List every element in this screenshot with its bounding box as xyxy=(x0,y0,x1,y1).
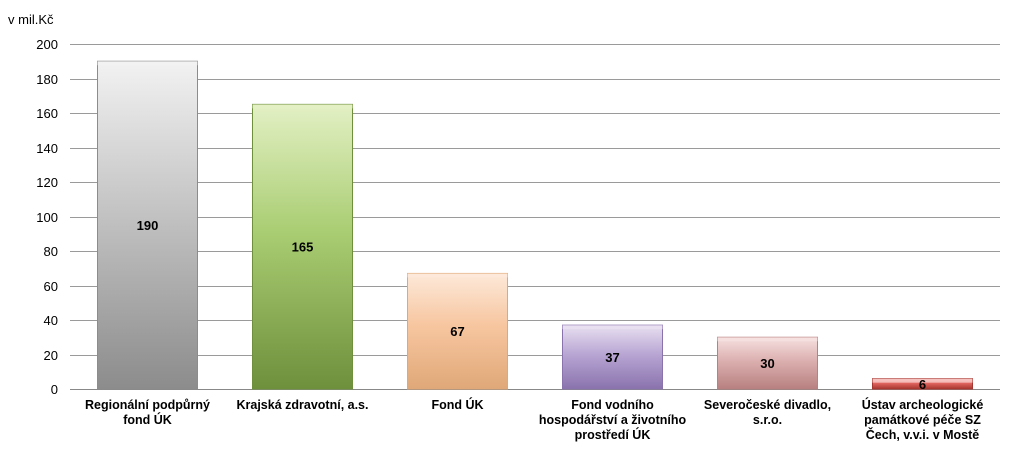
bar xyxy=(97,60,198,390)
x-tick-label: Ústav archeologické památkové péče SZ Čech… xyxy=(862,397,984,442)
bars xyxy=(97,60,973,390)
bar-highlight xyxy=(252,104,353,109)
bar xyxy=(562,324,663,390)
bar-highlight xyxy=(717,337,818,342)
x-tick-label: Krajská zdravotní, a.s. xyxy=(236,398,368,412)
data-label: 30 xyxy=(760,356,774,371)
y-tick-label: 80 xyxy=(44,244,58,259)
data-label: 190 xyxy=(137,218,159,233)
x-tick-label: Regionální podpůrný fond ÚK xyxy=(85,398,210,427)
y-axis-ticks: 0 20 40 60 80 100 120 140 160 180 200 xyxy=(36,37,58,397)
bar-highlight xyxy=(562,325,663,330)
data-label: 165 xyxy=(292,240,314,255)
data-label: 6 xyxy=(919,377,926,392)
x-axis-labels: Regionální podpůrný fond ÚK Krajská zdravo… xyxy=(85,397,983,442)
bar xyxy=(252,103,353,390)
bar-highlight xyxy=(97,61,198,66)
y-tick-label: 120 xyxy=(36,175,58,190)
y-tick-label: 140 xyxy=(36,141,58,156)
x-tick-label: Fond vodního hospodářství a životního pros… xyxy=(539,398,687,442)
data-label: 37 xyxy=(605,350,619,365)
bar-highlight xyxy=(872,378,973,383)
value-labels: 190 165 67 37 30 6 xyxy=(137,218,926,392)
y-tick-label: 0 xyxy=(51,382,58,397)
x-tick-label: Fond ÚK xyxy=(431,397,483,412)
gridlines xyxy=(70,44,1000,390)
y-tick-label: 100 xyxy=(36,210,58,225)
bar xyxy=(407,272,508,390)
bar xyxy=(717,336,818,390)
x-tick-label: Severočeské divadlo, s.r.o. xyxy=(704,398,831,427)
y-tick-label: 20 xyxy=(44,348,58,363)
bar-highlight xyxy=(407,273,508,278)
data-label: 67 xyxy=(450,324,464,339)
y-tick-label: 60 xyxy=(44,279,58,294)
y-tick-label: 40 xyxy=(44,313,58,328)
y-tick-label: 200 xyxy=(36,37,58,52)
y-tick-label: 160 xyxy=(36,106,58,121)
y-tick-label: 180 xyxy=(36,72,58,87)
y-axis-unit-label: v mil.Kč xyxy=(8,12,54,27)
